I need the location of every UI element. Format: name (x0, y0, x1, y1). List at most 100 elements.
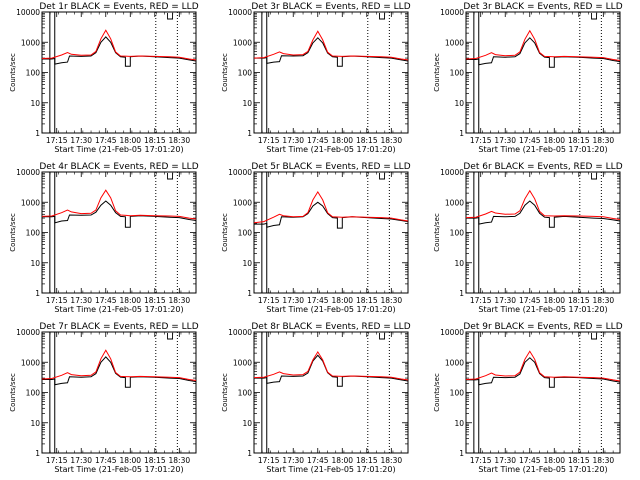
x-tick-label: 18:00 (119, 136, 141, 145)
y-tick-label: 10 (454, 259, 464, 268)
panel-title: Det 3r BLACK = Events, RED = LLD (463, 2, 622, 12)
y-tick-label: 1000 (445, 198, 464, 207)
x-axis-label: Start Time (21-Feb-05 17:01:20) (54, 145, 183, 154)
lld-rate-line (41, 349, 197, 381)
y-tick-label: 100 (26, 229, 41, 238)
detector-panel: Det 4r BLACK = Events, RED = LLD 1 10 100 10… (9, 162, 199, 314)
x-tick-label: 17:15 (258, 456, 280, 465)
x-tick-label: 17:45 (519, 136, 541, 145)
x-tick-label: 18:00 (543, 456, 565, 465)
panel-title: Det 8r BLACK = Events, RED = LLD (251, 322, 410, 332)
x-tick-label: 17:30 (282, 136, 304, 145)
y-tick-label: 1000 (233, 198, 252, 207)
y-axis-label: Counts/sec (9, 373, 17, 412)
y-tick-label: 10 (454, 419, 464, 428)
x-tick-label: 18:30 (381, 136, 403, 145)
attenuator-state-marker (591, 333, 598, 340)
attenuator-state-marker (379, 333, 386, 340)
lld-rate-line (253, 30, 409, 61)
events-rate-line (42, 356, 197, 388)
panel-title: Det 9r BLACK = Events, RED = LLD (463, 322, 622, 332)
x-tick-label: 18:15 (144, 136, 166, 145)
y-tick-label: 100 (26, 69, 41, 78)
y-axis-label: Counts/sec (433, 213, 441, 252)
plot-frame (465, 331, 621, 454)
x-tick-label: 18:15 (356, 456, 378, 465)
lld-rate-line (465, 29, 621, 61)
y-tick-label: 100 (238, 229, 253, 238)
x-tick-label: 17:15 (46, 296, 68, 305)
y-tick-label: 1 (35, 289, 40, 298)
x-tick-label: 17:30 (70, 296, 92, 305)
plot-frame (253, 331, 409, 454)
x-tick-label: 17:30 (70, 136, 92, 145)
y-tick-label: 1000 (21, 358, 40, 367)
detector-panel: Det 7r BLACK = Events, RED = LLD 1 10 100 10… (9, 322, 199, 474)
x-tick-label: 18:15 (356, 296, 378, 305)
lld-rate-line (41, 189, 197, 220)
y-tick-label: 10 (242, 99, 252, 108)
detector-panel: Det 3r BLACK = Events, RED = LLD 1 10 100 10… (221, 2, 411, 154)
panel-title: Det 7r BLACK = Events, RED = LLD (39, 322, 198, 332)
x-tick-label: 17:15 (470, 296, 492, 305)
y-tick-label: 10000 (228, 8, 252, 17)
panel-title: Det 3r BLACK = Events, RED = LLD (251, 2, 410, 12)
x-tick-label: 17:45 (95, 296, 117, 305)
y-tick-label: 1000 (445, 38, 464, 47)
x-tick-label: 18:30 (381, 456, 403, 465)
y-tick-label: 100 (450, 389, 465, 398)
panel-title: Det 5r BLACK = Events, RED = LLD (251, 162, 410, 172)
events-rate-line (254, 37, 409, 67)
plot-frame (253, 171, 409, 294)
x-tick-label: 17:15 (46, 136, 68, 145)
y-tick-label: 1 (459, 129, 464, 138)
x-tick-label: 18:15 (356, 136, 378, 145)
attenuator-state-marker (167, 173, 174, 180)
events-rate-line (254, 354, 409, 387)
y-tick-label: 1000 (445, 358, 464, 367)
x-tick-label: 17:15 (470, 456, 492, 465)
x-tick-label: 18:00 (119, 456, 141, 465)
y-tick-label: 1000 (21, 198, 40, 207)
attenuator-state-marker (379, 173, 386, 180)
x-tick-label: 18:30 (169, 296, 191, 305)
x-tick-label: 18:30 (381, 296, 403, 305)
x-axis-label: Start Time (21-Feb-05 17:01:20) (266, 305, 395, 314)
attenuator-state-marker (591, 173, 598, 180)
x-tick-label: 18:00 (331, 136, 353, 145)
events-rate-line (466, 37, 621, 68)
y-axis-label: Counts/sec (221, 373, 229, 412)
lld-rate-line (253, 350, 409, 381)
y-axis-label: Counts/sec (433, 373, 441, 412)
y-tick-label: 10000 (440, 328, 464, 337)
y-tick-label: 100 (238, 389, 253, 398)
x-tick-label: 17:45 (519, 296, 541, 305)
y-tick-label: 100 (238, 69, 253, 78)
x-tick-label: 17:45 (95, 456, 117, 465)
attenuator-state-marker (167, 13, 174, 20)
plot-frame (465, 11, 621, 134)
y-tick-label: 1 (459, 449, 464, 458)
y-tick-label: 100 (450, 69, 465, 78)
y-tick-label: 10000 (440, 8, 464, 17)
y-tick-label: 10000 (228, 168, 252, 177)
x-tick-label: 18:00 (119, 296, 141, 305)
x-tick-label: 17:45 (519, 456, 541, 465)
y-tick-label: 10 (30, 259, 40, 268)
y-tick-label: 100 (26, 389, 41, 398)
lld-rate-line (465, 189, 621, 220)
x-tick-label: 18:30 (593, 296, 615, 305)
panel-title: Det 1r BLACK = Events, RED = LLD (39, 2, 198, 12)
y-tick-label: 1 (247, 449, 252, 458)
x-tick-label: 17:45 (307, 456, 329, 465)
y-tick-label: 10 (242, 419, 252, 428)
x-tick-label: 17:30 (282, 456, 304, 465)
y-tick-label: 100 (450, 229, 465, 238)
detector-panel: Det 6r BLACK = Events, RED = LLD 1 10 100 10… (433, 162, 623, 314)
plot-frame (41, 11, 197, 134)
detector-panel: Det 1r BLACK = Events, RED = LLD 1 10 100 10… (9, 2, 199, 154)
y-tick-label: 1000 (21, 38, 40, 47)
y-tick-label: 10000 (16, 168, 40, 177)
x-axis-label: Start Time (21-Feb-05 17:01:20) (478, 145, 607, 154)
panel-title: Det 4r BLACK = Events, RED = LLD (39, 162, 198, 172)
